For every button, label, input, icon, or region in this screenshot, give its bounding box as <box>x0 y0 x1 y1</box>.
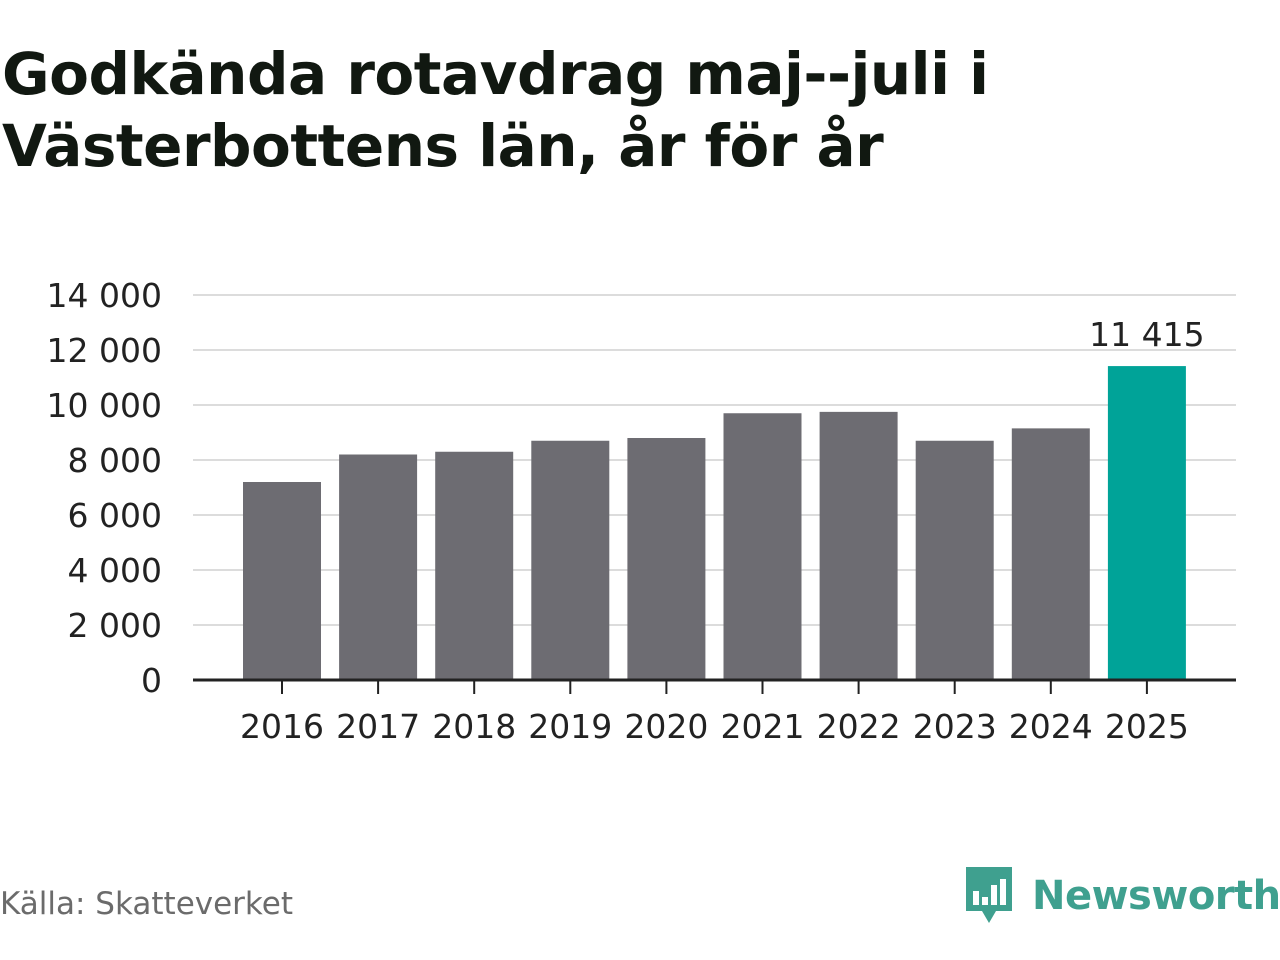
chart-title: Godkända rotavdrag maj--juli i Västerbot… <box>2 40 989 180</box>
bar-2025 <box>1107 366 1186 680</box>
bar-2019 <box>531 440 610 680</box>
bar-2021 <box>723 413 802 680</box>
bar-2024 <box>1011 428 1090 680</box>
y-tick-label: 10 000 <box>47 386 162 425</box>
y-tick-label: 14 000 <box>47 276 162 315</box>
y-tick-label: 8 000 <box>68 441 162 480</box>
y-tick-label: 0 <box>141 661 162 700</box>
x-tick-label: 2022 <box>817 707 901 746</box>
x-tick-label: 2023 <box>913 707 997 746</box>
x-tick-label: 2025 <box>1105 707 1189 746</box>
newsworthy-bar-chart-speech-bubble-icon <box>966 867 1012 923</box>
y-tick-label: 2 000 <box>68 606 162 645</box>
y-tick-label: 4 000 <box>68 551 162 590</box>
bars <box>243 366 1186 680</box>
source-note: Källa: Skatteverket <box>0 886 294 922</box>
x-tick-label: 2017 <box>336 707 420 746</box>
data-label: 11 415 <box>1089 315 1204 354</box>
y-tick-label: 12 000 <box>47 331 162 370</box>
bar-2020 <box>627 438 706 680</box>
x-tick-label: 2024 <box>1009 707 1093 746</box>
brand-name: Newsworthy <box>1032 873 1280 919</box>
data-labels: 11 415 <box>1089 315 1204 354</box>
y-tick-label: 6 000 <box>68 496 162 535</box>
x-axis-labels: 2016 2017 2018 2019 2020 2021 2022 2023 2024 2025 <box>240 707 1189 746</box>
newsworthy-brand: Newsworthy <box>964 864 1280 928</box>
x-tick-label: 2021 <box>721 707 805 746</box>
y-axis-labels: 0 2 000 4 000 6 000 8 000 10 000 12 000 14 000 <box>47 276 162 700</box>
x-tick-label: 2019 <box>528 707 612 746</box>
x-axis <box>193 678 1236 694</box>
bar-2017 <box>339 454 418 680</box>
x-tick-label: 2018 <box>432 707 516 746</box>
bar-2016 <box>243 482 321 680</box>
x-tick-label: 2016 <box>240 707 324 746</box>
x-tick-label: 2020 <box>624 707 708 746</box>
bar-2023 <box>915 440 994 680</box>
bar-2018 <box>435 451 514 680</box>
bar-2022 <box>819 411 898 680</box>
